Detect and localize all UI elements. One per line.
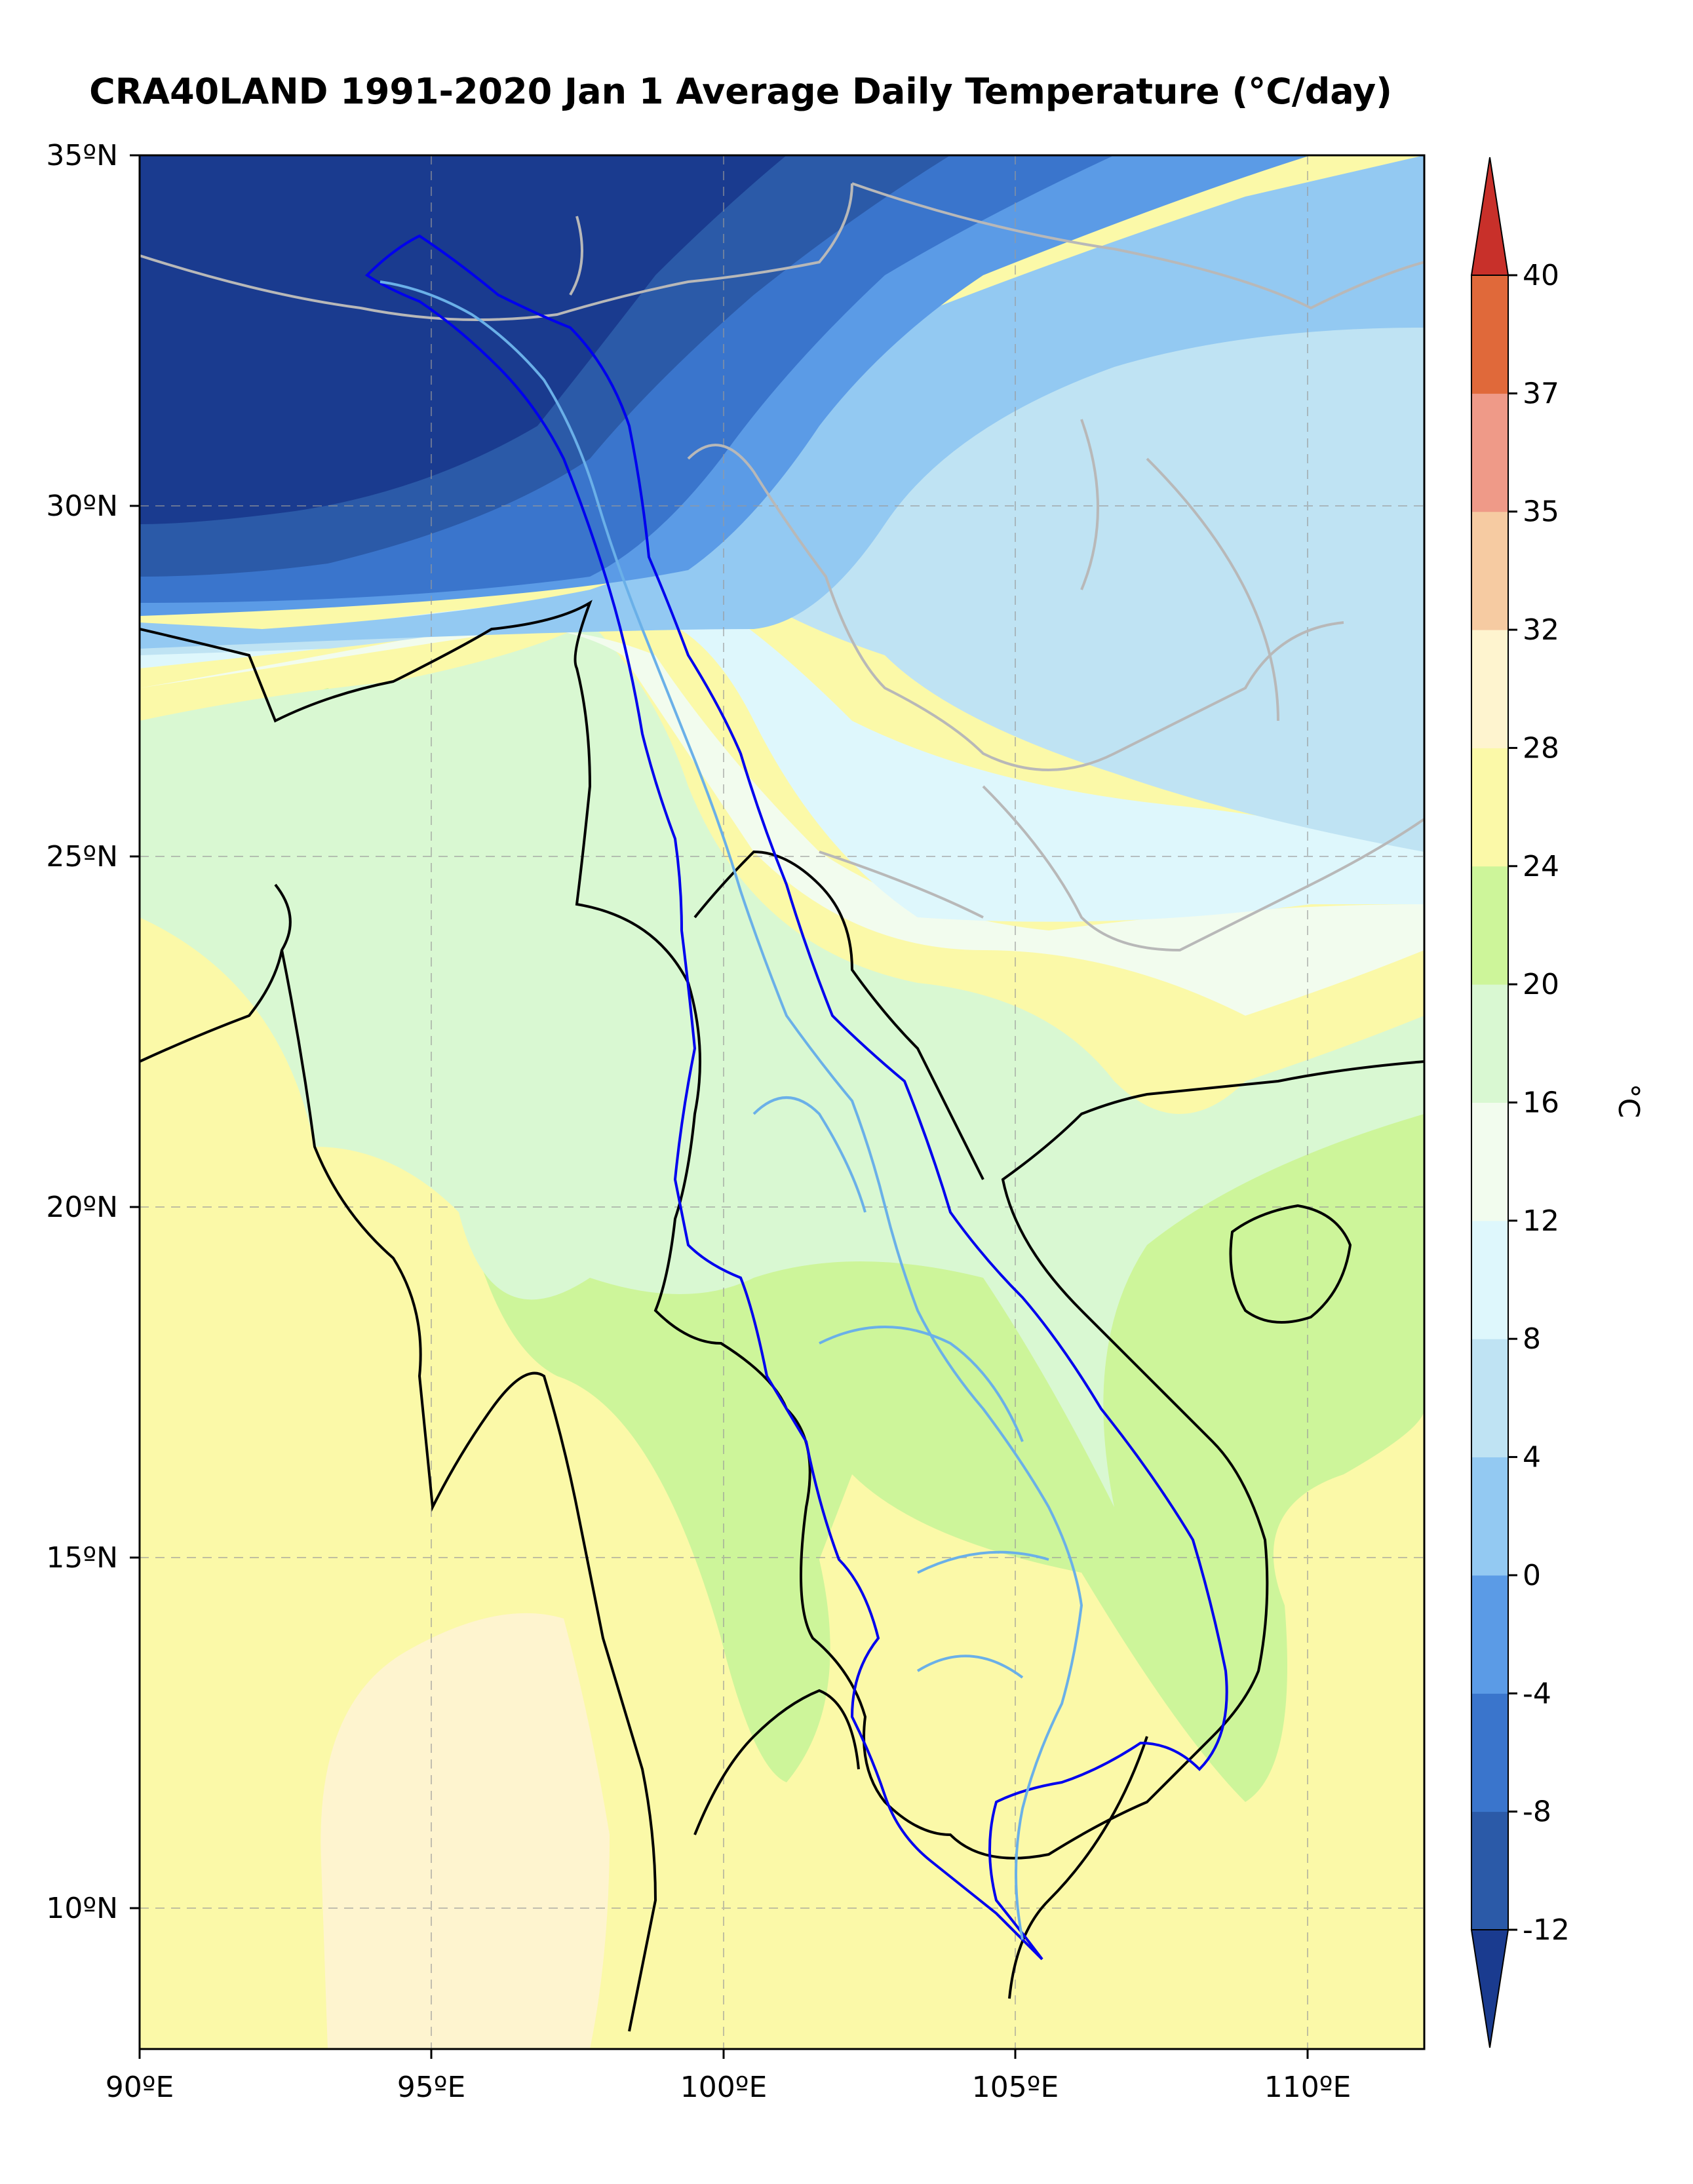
colorbar-tick-label: 16: [1523, 1086, 1559, 1120]
colorbar-bin: [1471, 393, 1508, 512]
mekong-basin-boundary: [364, 234, 1228, 1961]
colorbar-bin: [1471, 748, 1508, 867]
colorbar-extend-high: [1470, 157, 1509, 276]
field-8-12: [140, 590, 1424, 922]
colorbar-bin: [1471, 1457, 1508, 1576]
field-16-20: [140, 623, 1424, 1507]
colorbar-bin: [1471, 630, 1508, 748]
colorbar-tick-label: 32: [1523, 613, 1559, 647]
colorbar-bin: [1471, 1693, 1508, 1812]
colorbar-bin: [1471, 1220, 1508, 1339]
province-borders: [140, 182, 1424, 952]
x-tick-label: 95ºE: [397, 2071, 466, 2104]
x-tick-label: 105ºE: [972, 2071, 1059, 2104]
colorbar: -12 -8 -4 0 4 8 12 16 20 24 28 32 35 37 40: [1470, 157, 1570, 2048]
x-tick-label: 100ºE: [680, 2071, 768, 2104]
colorbar-tick-label: 12: [1523, 1204, 1559, 1238]
axis-tick-marks: [130, 154, 1309, 2059]
colorbar-bin: [1471, 1575, 1508, 1694]
country-borders: [140, 600, 1424, 2032]
colorbar-bin: [1471, 866, 1508, 985]
y-tick-label: 20ºN: [46, 1191, 118, 1224]
map-panel: [140, 155, 1424, 2049]
y-tick-label: 10ºN: [46, 1892, 118, 1925]
colorbar-tick-label: 24: [1523, 850, 1559, 883]
colorbar-tick-label: -12: [1523, 1913, 1570, 1947]
gridlines: [140, 155, 1424, 2049]
colorbar-extend-low: [1470, 1929, 1509, 2048]
colorbar-tick-label: 20: [1523, 968, 1559, 1001]
field-below-neg12: [140, 155, 787, 524]
field-0-4: [140, 155, 1424, 649]
colorbar-tick-label: 35: [1523, 495, 1559, 529]
colorbar-tick-label: 8: [1523, 1322, 1541, 1356]
field-28-32: [321, 1613, 610, 2049]
colorbar-bin: [1471, 1339, 1508, 1458]
colorbar-tick-label: -4: [1523, 1677, 1551, 1710]
colorbar-bin: [1471, 984, 1508, 1103]
mekong-rivers: [379, 280, 1083, 1940]
colorbar-bin: [1471, 275, 1508, 394]
colorbar-tick-label: 0: [1523, 1559, 1541, 1592]
colorbar-tick-label: 37: [1523, 377, 1559, 410]
colorbar-label: °C: [1612, 1084, 1645, 1119]
y-tick-label: 30ºN: [46, 489, 118, 523]
hainan-coastline: [1229, 1204, 1352, 1324]
colorbar-tick-label: -8: [1523, 1795, 1551, 1829]
colorbar-tick-label: 28: [1523, 731, 1559, 765]
map-title: CRA40LAND 1991-2020 Jan 1 Average Daily …: [89, 71, 1392, 112]
colorbar-bin: [1471, 1102, 1508, 1221]
x-tick-label: 90ºE: [106, 2071, 174, 2104]
colorbar-tick-label: 40: [1523, 259, 1559, 292]
colorbar-tick-label: 4: [1523, 1441, 1541, 1474]
map-frame: [138, 154, 1426, 2050]
field-12-16: [140, 626, 1424, 1016]
x-tick-label: 110ºE: [1264, 2071, 1352, 2104]
colorbar-bin: [1471, 511, 1508, 630]
y-tick-label: 35ºN: [46, 139, 118, 172]
y-tick-label: 25ºN: [46, 840, 118, 873]
colorbar-bin: [1471, 1811, 1508, 1930]
y-tick-label: 15ºN: [46, 1541, 118, 1575]
